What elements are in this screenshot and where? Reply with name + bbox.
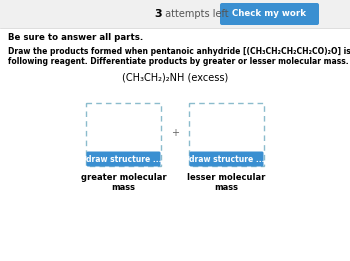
Text: 3: 3: [154, 9, 162, 19]
Text: draw structure ...: draw structure ...: [189, 155, 264, 163]
Bar: [0, 0, 350, 28]
Text: following reagent. Differentiate products by greater or lesser molecular mass.: following reagent. Differentiate product…: [8, 56, 349, 66]
Text: lesser molecular: lesser molecular: [187, 174, 266, 182]
FancyBboxPatch shape: [86, 151, 161, 167]
Text: draw structure ...: draw structure ...: [86, 155, 161, 163]
Text: attempts left: attempts left: [162, 9, 229, 19]
Bar: [86, 103, 161, 166]
FancyBboxPatch shape: [220, 3, 319, 25]
Text: (CH₃CH₂)₂NH (excess): (CH₃CH₂)₂NH (excess): [122, 73, 228, 83]
Text: mass: mass: [112, 182, 135, 192]
Text: mass: mass: [215, 182, 238, 192]
FancyBboxPatch shape: [189, 151, 264, 167]
Bar: [189, 103, 264, 166]
Text: Draw the products formed when pentanoic anhydride [(CH₃CH₂CH₂CH₂CO)₂O] is treate: Draw the products formed when pentanoic …: [8, 46, 350, 56]
Text: Be sure to answer all parts.: Be sure to answer all parts.: [8, 33, 143, 43]
Text: Check my work: Check my work: [232, 9, 307, 19]
Text: greater molecular: greater molecular: [81, 174, 166, 182]
Text: +: +: [171, 128, 179, 138]
